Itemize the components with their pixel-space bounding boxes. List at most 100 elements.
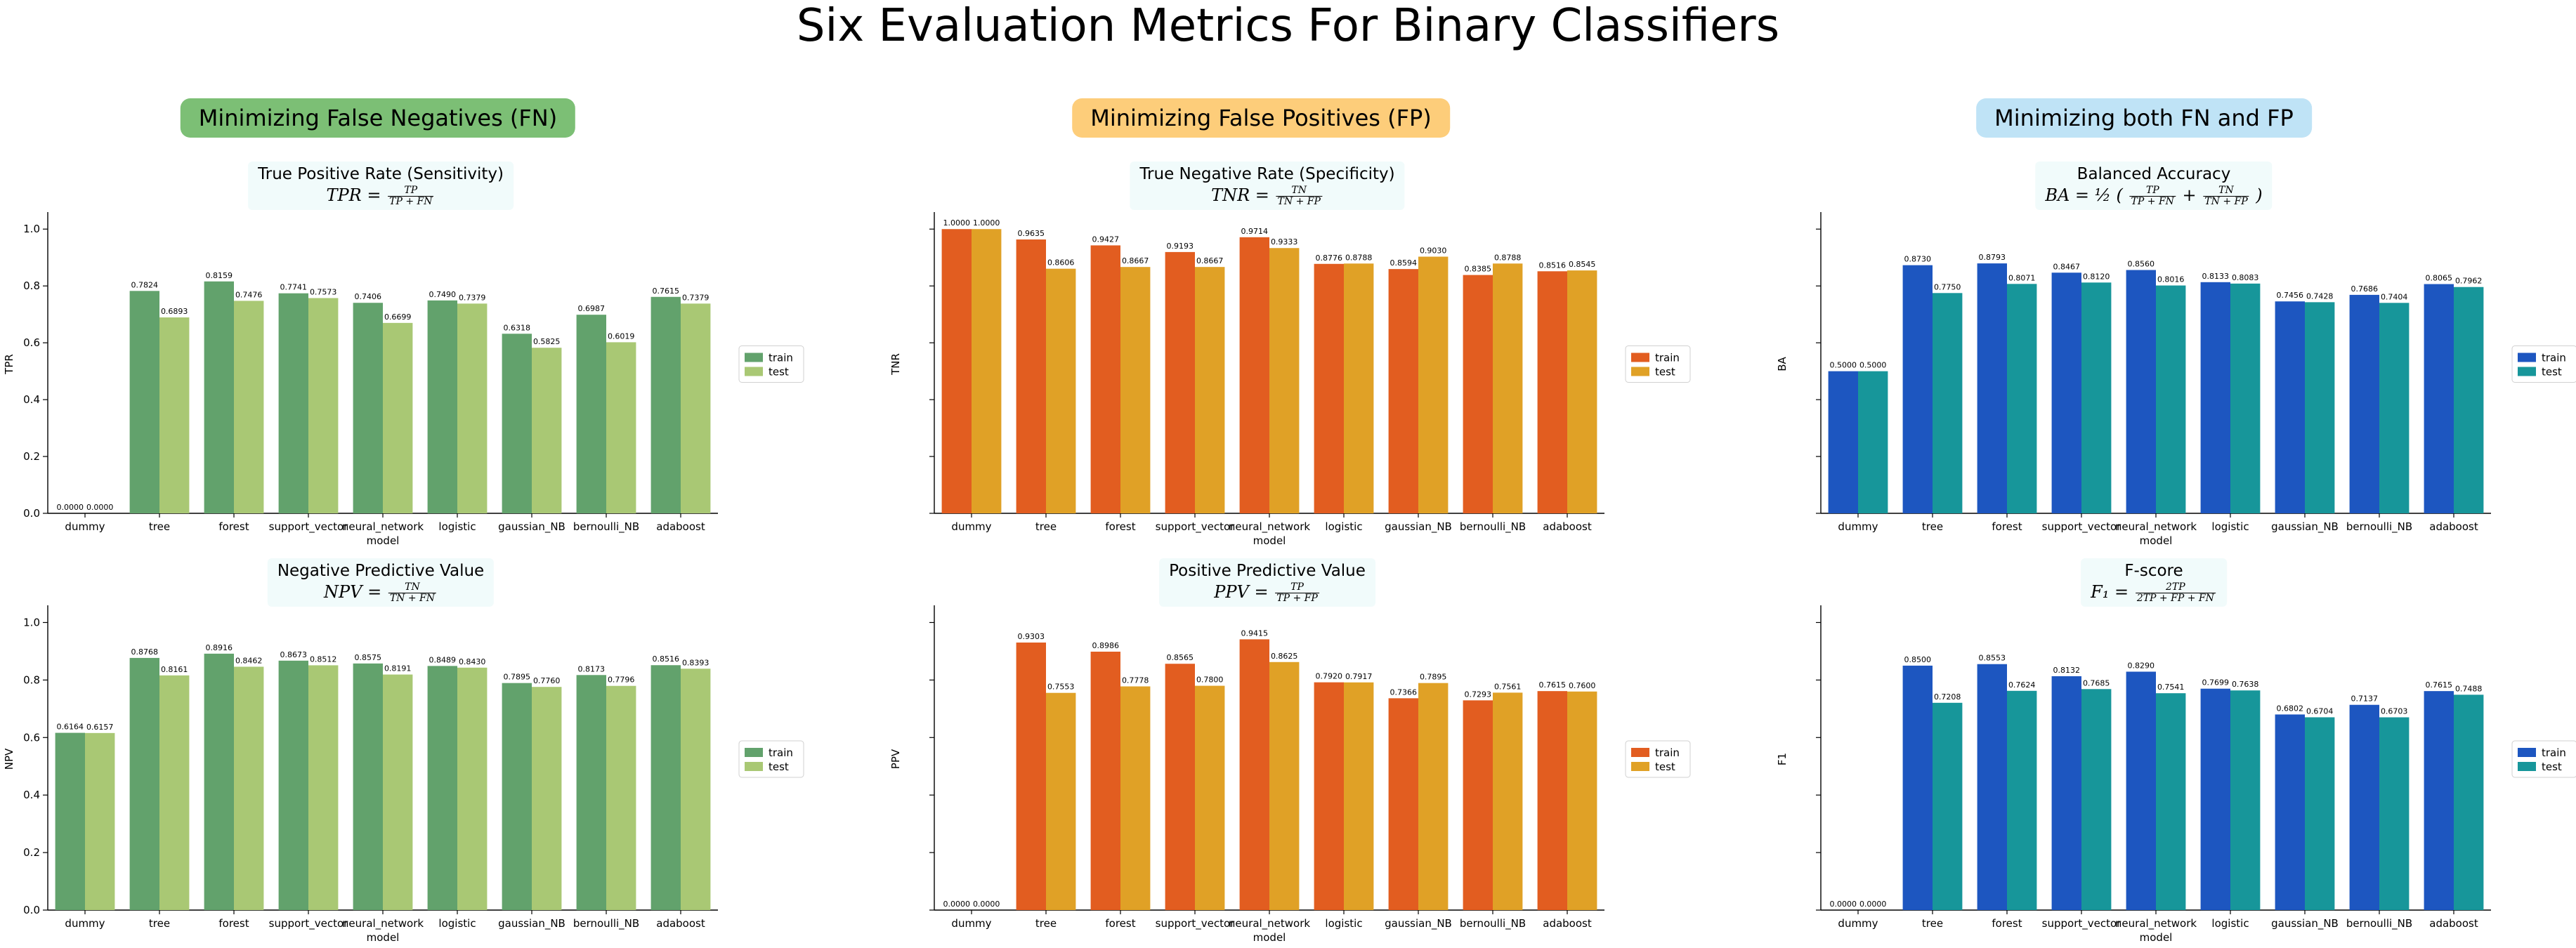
f1-bar-train-adaboost	[2424, 691, 2454, 910]
ppv-data-label-train-neural-network: 0.9415	[1241, 628, 1269, 638]
ba-data-label-train-logistic: 0.8133	[2202, 272, 2230, 281]
tnr-bar-train-neural-network	[1239, 237, 1269, 513]
npv-x-tick-label-gaussian-nb: gaussian_NB	[498, 917, 565, 930]
f1-bar-test-gaussian-nb	[2305, 717, 2335, 910]
npv-legend-label-train: train	[769, 746, 793, 759]
tnr-x-tick-label-adaboost: adaboost	[1543, 520, 1592, 533]
npv-x-axis-label: model	[367, 931, 400, 944]
f1-x-axis-label: model	[2140, 931, 2173, 944]
panel-title-ppv-text: Positive Predictive Value	[1169, 562, 1366, 580]
f1-x-tick-label-gaussian-nb: gaussian_NB	[2271, 917, 2339, 930]
ba-bar-test-neural-network	[2156, 285, 2186, 513]
tnr-data-label-test-bernoulli-nb: 0.8788	[1494, 253, 1522, 262]
f1-bar-test-forest	[2007, 690, 2037, 910]
tpr-data-label-test-tree: 0.6893	[161, 307, 188, 316]
npv-data-label-test-gaussian-nb: 0.7760	[533, 676, 561, 685]
tpr-bar-test-forest	[234, 301, 264, 513]
tpr-data-label-test-logistic: 0.7379	[459, 293, 486, 302]
ppv-x-tick-label-tree: tree	[1035, 917, 1057, 930]
tnr-x-tick-label-logistic: logistic	[1325, 520, 1362, 533]
tnr-data-label-train-support-vector: 0.9193	[1167, 242, 1194, 251]
formula-ba-num2: TN	[2203, 185, 2249, 197]
f1-legend-swatch-test	[2518, 762, 2536, 771]
tnr-bar-test-adaboost	[1567, 270, 1597, 513]
npv-bar-train-bernoulli-nb	[576, 675, 606, 910]
tnr-x-tick-label-neural-network: neural_network	[1229, 520, 1310, 534]
ppv-data-label-train-dummy: 0.0000	[943, 900, 971, 909]
tpr-x-tick-label-neural-network: neural_network	[342, 520, 424, 534]
tnr-data-label-train-logistic: 0.8776	[1316, 254, 1343, 263]
panel-title-ba: Balanced Accuracy BA = ½ ( TP TP + FN + T…	[2035, 162, 2273, 210]
tpr-bar-train-tree	[129, 291, 159, 513]
ppv-x-tick-label-dummy: dummy	[951, 917, 991, 930]
tnr-x-tick-label-tree: tree	[1035, 520, 1057, 533]
ppv-bar-train-support-vector	[1165, 664, 1195, 910]
npv-y-tick-label: 1.0	[23, 616, 40, 628]
f1-bar-test-adaboost	[2454, 694, 2484, 910]
tpr-data-label-train-dummy: 0.0000	[57, 503, 84, 512]
npv-bar-train-adaboost	[650, 665, 681, 910]
ppv-legend-label-train: train	[1655, 746, 1680, 759]
f1-data-label-test-tree: 0.7208	[1934, 692, 1961, 702]
tpr-x-tick-label-support-vector: support_vector	[269, 520, 349, 534]
f1-data-label-train-bernoulli-nb: 0.7137	[2351, 694, 2379, 704]
tpr-data-label-train-forest: 0.8159	[206, 271, 233, 280]
f1-x-tick-label-bernoulli-nb: bernoulli_NB	[2346, 917, 2412, 930]
ppv-bar-test-bernoulli-nb	[1493, 692, 1523, 910]
npv-bar-train-dummy	[55, 732, 85, 910]
tpr-x-tick-label-dummy: dummy	[65, 520, 105, 533]
chart-f1: F1 0.0000 0.0000 dummy 0.8500 0.7208 tree 0.855…	[1776, 605, 2576, 944]
tnr-bar-train-dummy	[941, 229, 972, 513]
ba-x-tick-label-dummy: dummy	[1838, 520, 1878, 533]
f1-data-label-test-forest: 0.7624	[2008, 680, 2036, 690]
tnr-bar-train-logistic	[1314, 263, 1344, 513]
f1-data-label-test-logistic: 0.7638	[2232, 680, 2259, 689]
tpr-legend-swatch-train	[745, 353, 763, 362]
tnr-data-label-train-bernoulli-nb: 0.8385	[1465, 265, 1492, 274]
formula-ppv-lhs: PPV =	[1214, 582, 1269, 602]
tnr-data-label-train-tree: 0.9635	[1018, 229, 1045, 238]
formula-tpr-lhs: TPR =	[326, 185, 381, 205]
ba-bar-test-forest	[2007, 284, 2037, 513]
ba-data-label-train-forest: 0.8793	[1979, 253, 2006, 262]
chart-tnr: TNR 1.0000 1.0000 dummy 0.9635 0.8606 tree 0.94…	[889, 212, 1691, 547]
ba-data-label-test-dummy: 0.5000	[1859, 361, 1887, 370]
npv-x-tick-label-support-vector: support_vector	[269, 917, 349, 930]
ppv-legend-swatch-test	[1631, 762, 1649, 771]
f1-bar-train-forest	[1977, 664, 2007, 910]
tnr-x-tick-label-forest: forest	[1105, 520, 1135, 533]
npv-y-axis-label: NPV	[3, 748, 15, 770]
npv-bar-train-support-vector	[278, 660, 308, 910]
formula-tpr-den: TP + FN	[389, 196, 433, 207]
npv-data-label-test-support-vector: 0.8512	[310, 654, 337, 664]
tpr-data-label-train-adaboost: 0.7615	[653, 287, 680, 296]
column-header-fp-label: Minimizing False Positives (FP)	[1090, 105, 1432, 131]
npv-data-label-train-tree: 0.8768	[131, 647, 159, 657]
ppv-data-label-train-bernoulli-nb: 0.7293	[1465, 690, 1492, 699]
chart-npv: 0.0 0.2 0.4 0.6 0.8 1.0 NPV 0.6164 0.6157 dummy 0.…	[3, 605, 804, 944]
ppv-data-label-train-gaussian-nb: 0.7366	[1390, 687, 1418, 697]
ba-data-label-test-bernoulli-nb: 0.7404	[2381, 292, 2408, 301]
ppv-bar-test-neural-network	[1269, 661, 1300, 910]
figure-title: Six Evaluation Metrics For Binary Classi…	[796, 0, 1780, 52]
panel-title-tpr-text: True Positive Rate (Sensitivity)	[258, 165, 504, 183]
ba-bar-train-dummy	[1828, 371, 1858, 513]
formula-ppv-den: TP + FP	[1276, 593, 1318, 604]
npv-bar-test-logistic	[457, 667, 488, 910]
formula-f1-lhs: F₁ =	[2091, 582, 2129, 602]
npv-data-label-train-support-vector: 0.8673	[280, 650, 308, 659]
f1-legend: train test	[2511, 740, 2576, 778]
panel-title-npv-text: Negative Predictive Value	[277, 562, 485, 580]
panel-title-ppv: Positive Predictive Value PPV = TP TP + F…	[1159, 558, 1375, 607]
npv-bar-train-gaussian-nb	[502, 683, 532, 910]
npv-bar-train-logistic	[427, 666, 457, 910]
tpr-data-label-test-dummy: 0.0000	[86, 503, 114, 512]
f1-data-label-train-dummy: 0.0000	[1830, 900, 1857, 909]
tpr-bar-test-neural-network	[383, 322, 413, 513]
f1-legend-swatch-train	[2518, 748, 2536, 757]
tpr-bar-train-logistic	[427, 300, 457, 513]
npv-x-tick-label-forest: forest	[218, 917, 249, 930]
f1-bar-test-neural-network	[2156, 693, 2186, 910]
tpr-data-label-test-support-vector: 0.7573	[310, 287, 337, 296]
tpr-data-label-test-neural-network: 0.6699	[384, 312, 412, 322]
